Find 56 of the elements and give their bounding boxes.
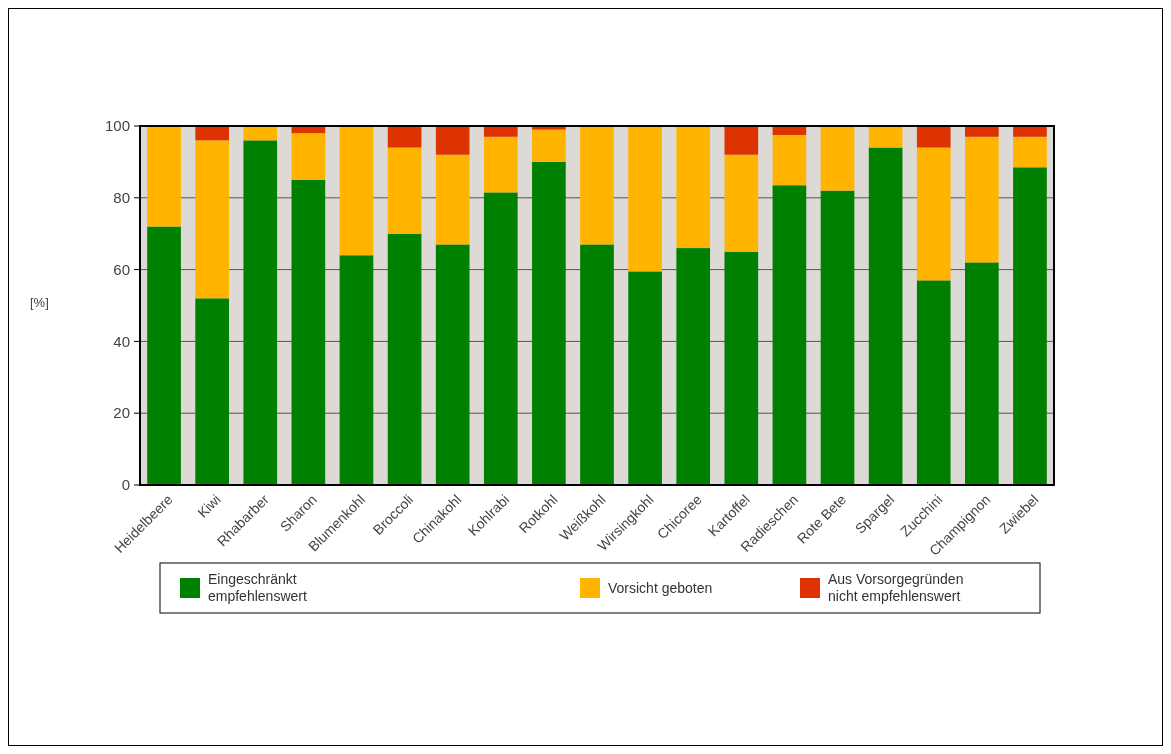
bar: [195, 298, 229, 485]
bar: [435, 154, 470, 245]
bar: [772, 134, 807, 186]
bar: [724, 154, 759, 252]
y-axis-title: [%]: [30, 295, 49, 311]
bar: [243, 140, 278, 485]
bar: [820, 126, 855, 191]
bar: [435, 244, 470, 485]
bar: [580, 244, 614, 485]
bar: [243, 126, 278, 141]
bar: [532, 129, 566, 162]
bar: [1013, 126, 1047, 137]
bar: [435, 126, 470, 155]
bar: [387, 233, 422, 485]
y-tick-label: 40: [113, 332, 130, 350]
bar: [147, 126, 181, 227]
legend-label: Eingeschränkt empfehlenswert: [208, 571, 307, 605]
bar: [339, 255, 374, 485]
y-tick-label: 80: [113, 189, 130, 207]
bar: [291, 179, 326, 485]
bar: [1013, 167, 1047, 485]
bar: [965, 126, 999, 137]
bar: [339, 126, 374, 256]
bar: [532, 161, 566, 485]
bar: [195, 126, 229, 141]
bar: [916, 147, 951, 281]
bar: [916, 280, 951, 485]
y-tick-label: 60: [113, 260, 130, 278]
bar: [628, 126, 662, 272]
bar: [965, 136, 999, 263]
bar: [868, 147, 903, 485]
bar: [676, 248, 711, 485]
bar: [580, 126, 614, 245]
bar: [868, 126, 903, 148]
bar: [147, 226, 181, 485]
bar: [483, 136, 518, 193]
y-tick-label: 20: [113, 404, 130, 422]
bar: [483, 192, 518, 485]
bar: [772, 185, 807, 485]
bar: [483, 126, 518, 137]
y-tick-label: 100: [104, 117, 130, 135]
bar: [965, 262, 999, 485]
bar: [387, 126, 422, 148]
bar: [724, 251, 759, 485]
legend-label: Aus Vorsorgegründen nicht empfehlenswert: [828, 571, 964, 605]
bar: [1013, 136, 1047, 168]
bar: [820, 190, 855, 485]
bar: [195, 140, 229, 299]
bar: [387, 147, 422, 234]
bar: [916, 126, 951, 148]
y-tick-label: 0: [121, 476, 130, 494]
bar: [676, 126, 711, 249]
bar: [628, 271, 662, 485]
legend-label: Vorsicht geboten: [608, 579, 713, 596]
bar: [724, 126, 759, 155]
bar: [291, 133, 326, 180]
